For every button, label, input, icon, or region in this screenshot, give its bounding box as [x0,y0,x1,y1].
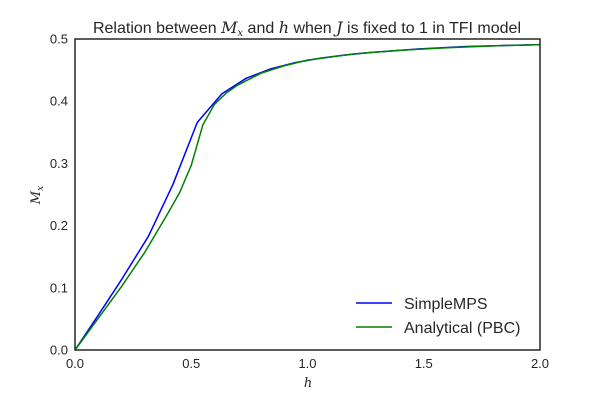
title-part-4: is fixed to 1 in TFI model [343,20,521,37]
title-part-1: Relation between [93,20,221,37]
title-mx-symbol: M [220,18,238,37]
x-tick-label: 1.0 [298,356,316,371]
chart-title: Relation between Mx and h when J is fixe… [93,18,521,39]
y-axis-label-main: M [29,190,44,205]
y-tick-label: 0.2 [50,218,68,233]
y-tick-label: 0.0 [50,343,68,358]
title-mx-subscript: x [237,28,243,39]
x-tick-label: 1.5 [415,356,433,371]
series-layer [74,43,541,351]
legend-label-simplemps: SimpleMPS [404,296,488,313]
ticks-layer: 0.0 0.5 1.0 1.5 2.0 0.0 0.1 0.2 0.3 0.4 0.5 [50,32,549,372]
y-tick-label: 0.5 [50,32,68,47]
x-axis-label: h [304,376,312,391]
x-tick-label: 0.5 [182,356,200,371]
title-j-symbol: J [333,18,344,37]
title-h-symbol: h [279,18,289,37]
y-tick-label: 0.3 [50,156,68,171]
legend-label-analytical: Analytical (PBC) [404,320,520,337]
y-tick-label: 0.4 [50,94,68,109]
title-part-2: and [243,20,279,37]
x-tick-label: 2.0 [531,356,549,371]
y-tick-label: 0.1 [50,280,68,295]
x-tick-label: 0.0 [66,356,84,371]
plot-frame [74,38,541,351]
title-part-3: when [289,20,336,37]
legend: SimpleMPS Analytical (PBC) [356,296,520,337]
y-axis-label: Mx [29,186,46,205]
series-line-analytical [74,43,541,351]
y-axis-label-subscript: x [36,186,46,191]
